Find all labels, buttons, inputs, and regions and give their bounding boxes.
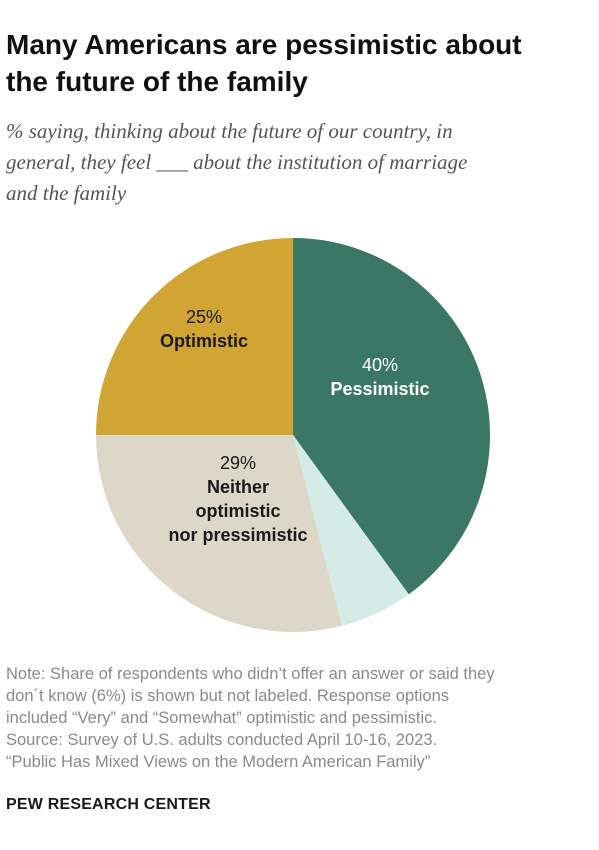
slice-category-label: Optimistic — [160, 331, 248, 351]
slice-category-label: nor pressimistic — [168, 525, 307, 545]
chart-subtitle-line: and the family — [6, 181, 127, 205]
slice-value-label: 29% — [220, 453, 256, 473]
slice-value-label: 40% — [362, 355, 398, 375]
chart-note: Note: Share of respondents who didn’t of… — [6, 663, 596, 773]
source-line: “Public Has Mixed Views on the Modern Am… — [6, 753, 431, 771]
note-line: included “Very” and “Somewhat” optimisti… — [6, 709, 438, 727]
slice-category-label: optimistic — [195, 501, 280, 521]
chart-subtitle-line: general, they feel ___ about the institu… — [6, 150, 468, 174]
source-line: Source: Survey of U.S. adults conducted … — [6, 731, 438, 749]
pie-chart: 40% Pessimistic 29% Neither optimistic nor pr… — [96, 238, 491, 632]
chart-title: Many Americans are pessimistic about the… — [6, 26, 591, 100]
pie-slice — [96, 435, 342, 632]
pie-slices — [96, 238, 491, 632]
slice-category-label: Neither — [207, 477, 269, 497]
pie-slice — [293, 238, 491, 595]
note-line: don´t know (6%) is shown but not labeled… — [6, 687, 450, 705]
pie-slice — [96, 238, 293, 435]
brand-logo-text: PEW RESEARCH CENTER — [6, 796, 211, 813]
slice-category-label: Pessimistic — [330, 379, 429, 399]
pie-slice — [293, 435, 409, 626]
chart-title-line: Many Americans are pessimistic about — [6, 29, 522, 60]
slice-value-label: 25% — [186, 307, 222, 327]
note-line: Note: Share of respondents who didn’t of… — [6, 665, 495, 683]
chart-subtitle-line: % saying, thinking about the future of o… — [6, 119, 453, 143]
chart-title-line: the future of the family — [6, 66, 308, 97]
pie-labels: 40% Pessimistic 29% Neither optimistic nor pr… — [160, 307, 430, 545]
chart-subtitle: % saying, thinking about the future of o… — [6, 116, 591, 209]
